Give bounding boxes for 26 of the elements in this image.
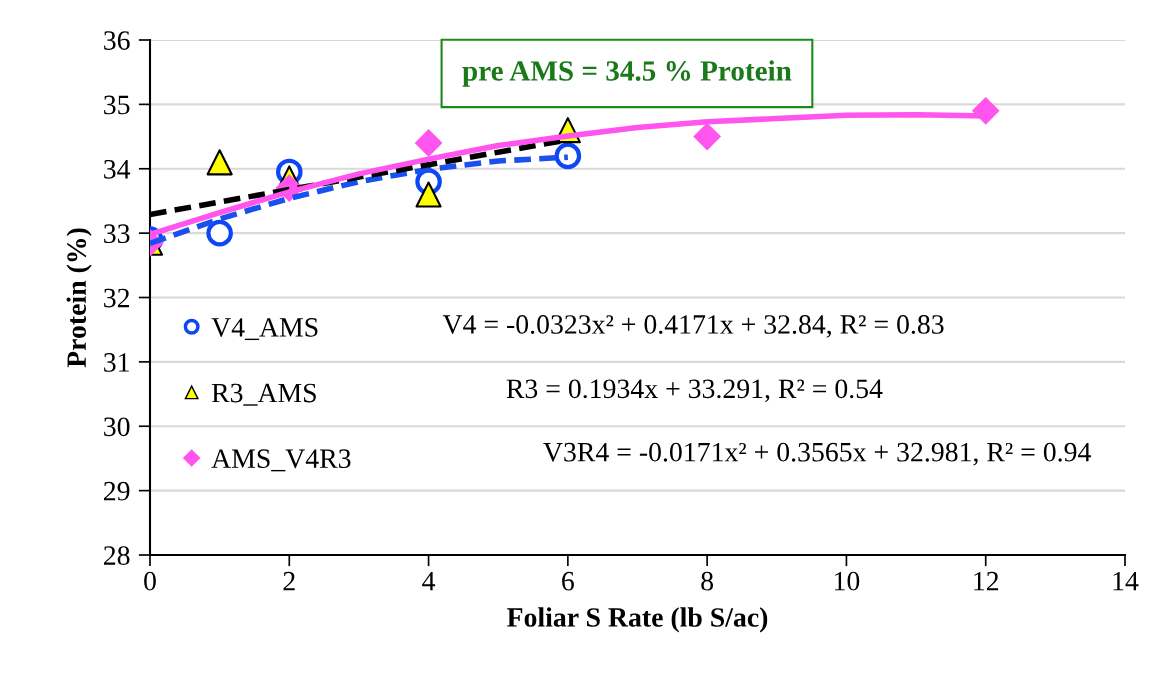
annotation: pre AMS = 34.5 % Protein [462, 60, 792, 87]
annotation: V3R4 = -0.0171x² + 0.3565x + 32.981, R² = 0.94 [543, 442, 1091, 466]
annotation: V4 = -0.0323x² + 0.4171x + 32.84, R² = 0.83 [442, 315, 944, 338]
legend-label: AMS_V4R3 [211, 449, 351, 472]
x-axis-title: Foliar S Rate (lb S/ac) [507, 607, 768, 633]
y-tick-label: 28 [104, 546, 130, 565]
x-tick-label: 10 [834, 571, 860, 591]
x-tick-label: 12 [974, 571, 999, 591]
y-tick-label: 30 [104, 417, 130, 437]
y-tick-label: 34 [104, 159, 131, 179]
annotation: R3 = 0.1934x + 33.291, R² = 0.54 [506, 379, 883, 403]
x-tick-label: 14 [1113, 571, 1139, 591]
y-tick-label: 31 [104, 353, 129, 372]
y-axis-title: Protein (%) [66, 228, 92, 368]
y-tick-label: 29 [104, 481, 130, 501]
legend-label: R3_AMS [211, 383, 316, 406]
y-tick-label: 33 [104, 224, 130, 244]
x-tick-label: 6 [562, 571, 574, 591]
y-tick-label: 36 [104, 31, 130, 50]
x-tick-label: 4 [422, 571, 436, 591]
x-tick-label: 8 [701, 571, 714, 591]
x-tick-label: 0 [144, 571, 156, 591]
y-tick-label: 35 [104, 95, 130, 115]
x-tick-label: 2 [283, 571, 295, 591]
legend-label: V4_AMS [211, 318, 318, 341]
y-tick-label: 32 [104, 288, 130, 308]
